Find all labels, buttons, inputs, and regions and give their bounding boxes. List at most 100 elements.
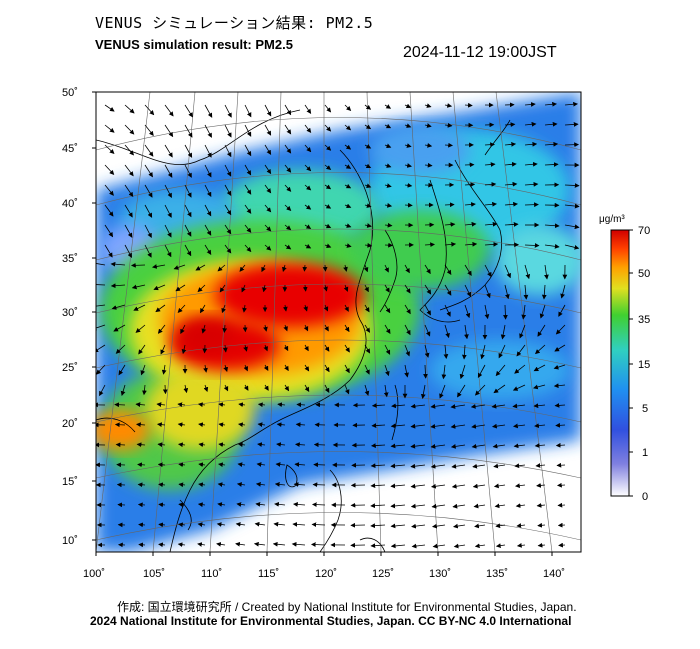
wind-arrow — [304, 124, 312, 134]
wind-arrow — [180, 324, 186, 335]
wind-arrow — [244, 124, 252, 137]
wind-arrow — [564, 244, 580, 250]
wind-arrow — [184, 204, 192, 218]
wind-arrow — [104, 104, 115, 112]
wind-arrow — [537, 324, 546, 337]
wind-arrow — [244, 224, 252, 233]
wind-arrow — [304, 164, 312, 172]
wind-arrow — [243, 344, 248, 352]
wind-arrow — [432, 523, 446, 529]
wind-arrow — [444, 324, 450, 339]
wind-arrow — [303, 304, 308, 312]
wind-arrow — [157, 324, 166, 334]
wind-arrow — [216, 522, 226, 527]
wind-arrow — [291, 541, 306, 547]
colorbar-label-15: 15 — [638, 359, 650, 371]
lon-label-120: 120˚ — [315, 568, 337, 580]
lon-label-130: 130˚ — [429, 568, 451, 580]
wind-arrow — [304, 144, 312, 153]
wind-arrow — [464, 221, 477, 227]
wind-arrow — [224, 224, 232, 235]
wind-arrow — [312, 482, 326, 488]
wind-arrow — [523, 284, 529, 300]
wind-arrow — [452, 503, 466, 509]
wind-arrow — [303, 324, 309, 332]
wind-arrow — [201, 324, 207, 334]
wind-arrow — [404, 202, 413, 208]
wind-arrow — [324, 324, 329, 332]
wind-arrow — [284, 124, 292, 135]
wind-arrow — [218, 422, 226, 428]
wind-arrow — [284, 204, 292, 211]
wind-arrow — [484, 284, 491, 299]
wind-arrow — [504, 181, 518, 187]
wind-arrow — [184, 244, 192, 257]
lat-label-50: 50˚ — [62, 87, 78, 99]
wind-arrow — [262, 284, 267, 293]
wind-arrow — [444, 202, 455, 208]
wind-arrow — [533, 384, 546, 390]
colorbar: μg/m³ 70 50 35 15 5 1 0 — [599, 214, 650, 503]
wind-arrow — [198, 442, 206, 448]
wind-arrow — [444, 264, 452, 275]
title-english: VENUS simulation result: PM2.5 — [95, 37, 293, 52]
wind-arrow — [390, 483, 406, 489]
wind-arrow — [217, 264, 226, 272]
wind-arrow — [384, 344, 391, 355]
wind-arrow — [474, 543, 486, 549]
wind-arrow — [404, 103, 412, 109]
wind-arrow — [384, 222, 393, 228]
wind-arrow — [470, 404, 486, 409]
wind-arrow — [431, 503, 446, 509]
wind-arrow — [284, 224, 292, 231]
wind-arrow — [264, 104, 272, 117]
wind-arrow — [224, 164, 232, 177]
wind-arrow — [464, 182, 476, 187]
wind-arrow — [324, 184, 332, 190]
wind-arrow — [96, 324, 106, 331]
wind-arrow — [304, 104, 312, 114]
wind-arrow — [264, 164, 272, 175]
wind-arrow — [157, 462, 166, 468]
wind-arrow — [344, 104, 352, 112]
wind-arrow — [235, 541, 246, 547]
wind-arrow — [344, 384, 350, 395]
wind-arrow — [524, 243, 540, 248]
wind-arrow — [295, 422, 306, 428]
wind-arrow — [104, 184, 114, 196]
wind-arrow — [364, 364, 370, 375]
wind-arrow — [274, 501, 286, 507]
wind-arrow — [464, 324, 469, 340]
wind-arrow — [344, 183, 352, 189]
wind-arrow — [364, 203, 372, 208]
wind-arrow — [177, 542, 186, 548]
wind-arrow — [390, 423, 406, 429]
wind-arrow — [157, 442, 166, 448]
colorbar-label-0: 0 — [642, 491, 648, 503]
wind-arrow — [199, 304, 206, 314]
wind-arrow — [404, 182, 413, 188]
wind-arrow — [324, 344, 330, 352]
wind-arrow — [404, 143, 412, 148]
wind-arrow — [533, 403, 546, 409]
wind-arrow — [370, 503, 386, 509]
wind-arrow — [513, 423, 526, 429]
wind-arrow — [539, 304, 546, 319]
lat-label-25: 25˚ — [62, 362, 78, 374]
lon-label-115: 115˚ — [258, 568, 279, 580]
wind-arrow — [492, 443, 506, 449]
wind-arrow — [410, 503, 426, 509]
wind-arrow — [198, 482, 206, 488]
wind-arrow — [197, 502, 206, 508]
wind-arrow — [384, 304, 391, 314]
wind-arrow — [384, 183, 392, 188]
wind-arrow — [104, 164, 115, 175]
wind-arrow — [471, 424, 486, 429]
wind-arrow — [430, 403, 446, 409]
timestamp: 2024-11-12 19:00JST — [403, 44, 557, 61]
wind-arrow — [183, 384, 189, 394]
wind-arrow — [343, 264, 348, 272]
wind-arrow — [495, 543, 506, 549]
wind-arrow — [238, 402, 246, 408]
wind-arrow — [513, 443, 526, 449]
